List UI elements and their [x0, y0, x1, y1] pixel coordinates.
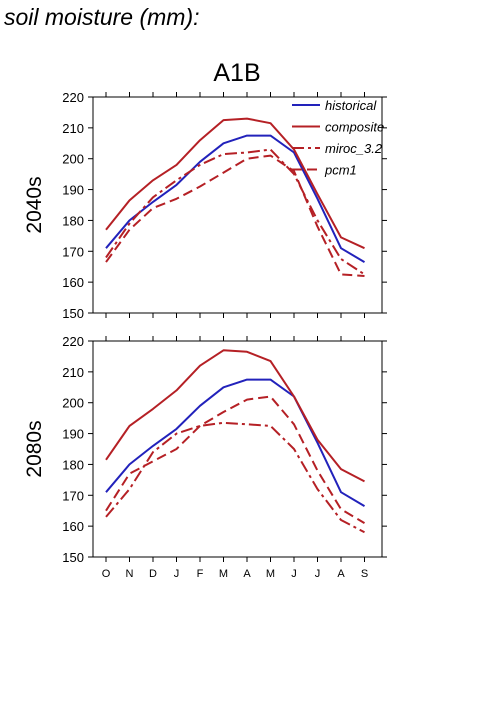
y-tick-label: 170 — [62, 244, 84, 259]
x-tick-label: A — [243, 568, 251, 580]
y-tick-label: 190 — [62, 183, 84, 198]
y-tick-label: 160 — [62, 275, 84, 290]
scenario-title: A1B — [213, 59, 260, 87]
y-tick-label: 150 — [62, 306, 84, 321]
series-line-pcm1 — [105, 395, 366, 524]
y-tick-label: 200 — [62, 396, 84, 411]
panel-2040s: 150 160 170 180 190 200 210 220 2040s — [23, 90, 387, 321]
y-tick-label: 210 — [62, 121, 84, 136]
series-line-miroc-3-2 — [105, 148, 366, 276]
x-tick-label: A — [337, 568, 345, 580]
series-line-composite — [105, 349, 365, 483]
series-line-miroc-3-2 — [105, 421, 365, 534]
x-tick-label: J — [315, 568, 321, 580]
y-tick-label: 180 — [62, 457, 84, 472]
series-line-historical — [105, 378, 366, 507]
x-tick-label: M — [266, 568, 275, 580]
x-tick-label: O — [102, 568, 111, 580]
y-tick-label: 210 — [62, 365, 84, 380]
y-tick-label: 180 — [62, 213, 84, 228]
y-tick-label: 170 — [62, 488, 84, 503]
x-tick-label: F — [197, 568, 204, 580]
y-tick-label: 190 — [62, 427, 84, 442]
x-tick-label: N — [126, 568, 134, 580]
legend-label: pcm1 — [324, 163, 357, 178]
x-tick-label: S — [361, 568, 368, 580]
y-tick-label: 200 — [62, 152, 84, 167]
panel-label-2040s: 2040s — [23, 176, 46, 233]
series-line-composite — [105, 117, 365, 250]
panel-2080s: 150 160 170 180 190 200 210 220 O N D J F M A M J J A S 2080… — [23, 334, 387, 580]
plot-frame — [92, 96, 383, 314]
y-tick-label: 220 — [62, 334, 84, 349]
series-line-pcm1 — [105, 154, 365, 277]
series-line-historical — [105, 134, 366, 263]
x-tick-label: D — [149, 568, 157, 580]
panel-label-2080s: 2080s — [23, 420, 46, 477]
x-tick-label: J — [291, 568, 297, 580]
y-tick-label: 220 — [62, 90, 84, 105]
plot-frame — [92, 340, 383, 558]
legend-label: miroc_3.2 — [325, 141, 383, 156]
legend-label: composite — [325, 120, 384, 135]
page-title: soil moisture (mm): — [4, 4, 200, 30]
x-tick-label: J — [174, 568, 180, 580]
x-tick-label: M — [219, 568, 228, 580]
y-tick-label: 150 — [62, 550, 84, 565]
y-tick-label: 160 — [62, 519, 84, 534]
legend-label: historical — [325, 98, 377, 113]
